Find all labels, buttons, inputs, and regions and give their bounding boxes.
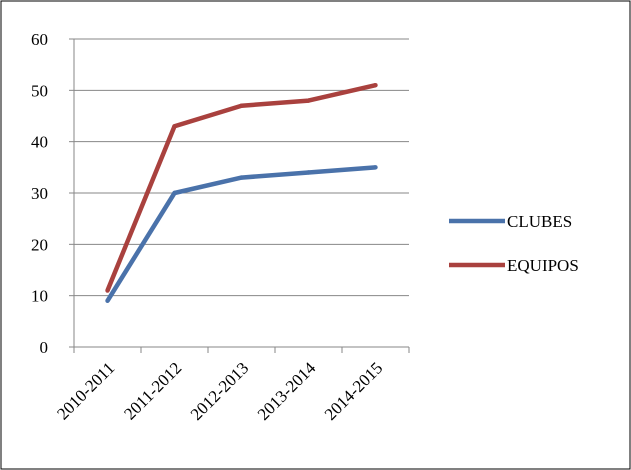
data-point-equipos [239, 103, 244, 108]
data-point-equipos [373, 83, 378, 88]
data-point-equipos [105, 288, 110, 293]
legend-label-clubes: CLUBES [507, 212, 572, 231]
y-tick-label: 40 [31, 133, 48, 152]
legend: CLUBES EQUIPOS [449, 212, 579, 275]
data-point-equipos [172, 124, 177, 129]
y-tick-label: 10 [31, 287, 48, 306]
data-point-clubes [373, 165, 378, 170]
y-tick-label: 60 [31, 30, 48, 49]
y-tick-label: 50 [31, 81, 48, 100]
data-point-clubes [172, 190, 177, 196]
data-point-equipos [306, 98, 311, 103]
gridlines [74, 38, 409, 297]
legend-label-equipos: EQUIPOS [507, 256, 579, 275]
y-tick-label: 30 [31, 184, 48, 203]
data-point-clubes [105, 298, 110, 303]
data-point-clubes [306, 170, 311, 175]
y-axis-ticks: 0 10 20 30 40 50 60 [31, 30, 74, 357]
series-lines [105, 83, 378, 303]
y-tick-label: 20 [31, 235, 48, 254]
y-tick-label: 0 [40, 338, 49, 357]
data-point-clubes [239, 175, 244, 180]
